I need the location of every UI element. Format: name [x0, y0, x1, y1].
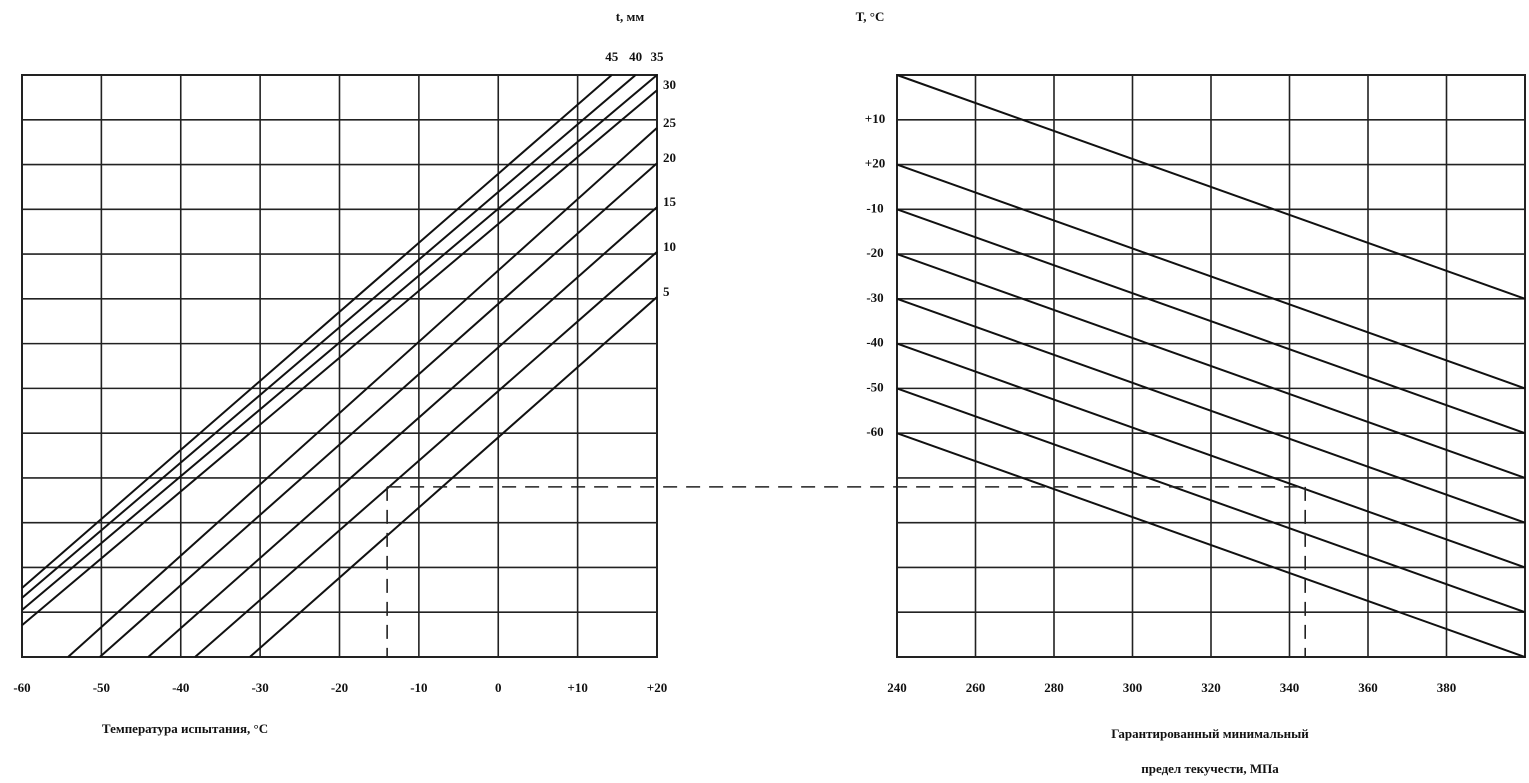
x-tick-label: +20 — [647, 680, 667, 695]
line-label: -40 — [866, 335, 883, 350]
x-tick-label: 260 — [966, 680, 986, 695]
line-label: 5 — [663, 284, 670, 299]
line-label: -60 — [866, 424, 883, 439]
x-tick-label: -60 — [13, 680, 30, 695]
line-label: -10 — [866, 200, 883, 215]
x-tick-label: 340 — [1280, 680, 1300, 695]
x-tick-label: 0 — [495, 680, 502, 695]
series-line — [896, 297, 1526, 524]
series-line — [896, 163, 1526, 390]
series-line — [896, 342, 1526, 569]
x-tick-label: +10 — [567, 680, 587, 695]
x-tick-label: 300 — [1123, 680, 1143, 695]
x-tick-label: -50 — [93, 680, 110, 695]
line-label: -50 — [866, 379, 883, 394]
legend-title: T, °C — [856, 9, 885, 24]
x-tick-label: 240 — [887, 680, 907, 695]
x-tick-label: 320 — [1201, 680, 1221, 695]
plot-frame — [21, 74, 658, 658]
x-axis-label: предел текучести, МПа — [1141, 761, 1279, 776]
series-line — [147, 206, 658, 658]
series-line — [21, 89, 658, 626]
series-line — [21, 74, 613, 589]
series-line — [99, 162, 658, 658]
series-line — [21, 74, 658, 611]
line-label: 40 — [629, 49, 642, 64]
legend-title: t, мм — [616, 9, 645, 24]
series-line — [67, 127, 658, 658]
series-line — [896, 74, 1526, 300]
series-line — [896, 253, 1526, 479]
x-tick-label: -30 — [251, 680, 268, 695]
x-tick-label: -10 — [410, 680, 427, 695]
series-line — [896, 208, 1526, 435]
series-line — [21, 74, 637, 599]
x-axis-label: Температура испытания, °C — [102, 721, 268, 736]
line-label: 45 — [605, 49, 619, 64]
line-label: 30 — [663, 77, 676, 92]
line-label: 35 — [651, 49, 665, 64]
x-tick-label: 380 — [1437, 680, 1457, 695]
series-line — [249, 296, 658, 658]
line-label: 15 — [663, 194, 677, 209]
x-tick-label: -20 — [331, 680, 348, 695]
x-tick-label: 360 — [1358, 680, 1378, 695]
x-tick-label: -40 — [172, 680, 189, 695]
series-line — [896, 432, 1526, 658]
series-line — [896, 387, 1526, 614]
line-label: 25 — [663, 115, 677, 130]
x-tick-label: 280 — [1044, 680, 1064, 695]
line-label: -30 — [866, 290, 883, 305]
line-label: 10 — [663, 239, 676, 254]
plot-frame — [896, 74, 1526, 658]
line-label: +10 — [865, 111, 885, 126]
line-label: -20 — [866, 245, 883, 260]
x-axis-label: Гарантированный минимальный — [1111, 726, 1309, 741]
series-line — [194, 251, 658, 658]
line-label: 20 — [663, 150, 676, 165]
line-label: +20 — [865, 156, 885, 171]
